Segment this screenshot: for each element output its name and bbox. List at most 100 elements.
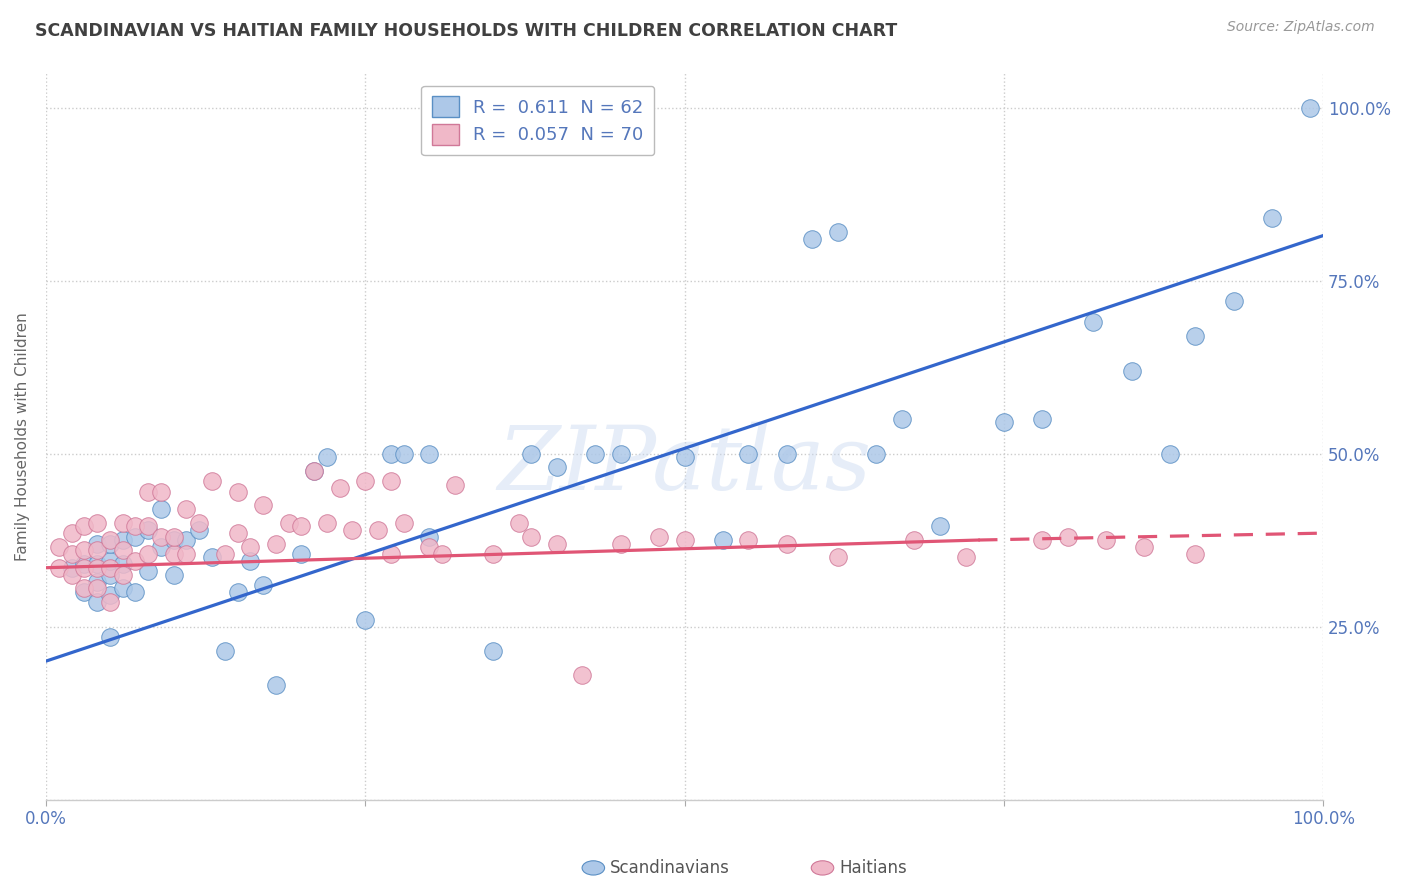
Point	[1184, 329, 1206, 343]
Point	[865, 446, 887, 460]
Point	[367, 523, 389, 537]
Point	[1095, 533, 1118, 547]
Text: Scandinavians: Scandinavians	[610, 859, 730, 877]
Point	[98, 630, 121, 644]
Point	[124, 554, 146, 568]
Point	[1159, 446, 1181, 460]
Point	[239, 540, 262, 554]
Point	[418, 540, 440, 554]
Point	[290, 547, 312, 561]
Point	[1031, 533, 1053, 547]
Point	[418, 446, 440, 460]
Point	[1056, 530, 1078, 544]
Point	[73, 560, 96, 574]
Point	[48, 540, 70, 554]
Point	[316, 450, 339, 464]
Point	[302, 464, 325, 478]
Legend: R =  0.611  N = 62, R =  0.057  N = 70: R = 0.611 N = 62, R = 0.057 N = 70	[420, 86, 654, 155]
Point	[176, 502, 198, 516]
Point	[609, 536, 631, 550]
Point	[86, 574, 108, 589]
Point	[380, 474, 402, 488]
Point	[316, 516, 339, 530]
Point	[482, 547, 505, 561]
Point	[1299, 101, 1322, 115]
Point	[149, 530, 172, 544]
Point	[546, 536, 568, 550]
Point	[252, 578, 274, 592]
Point	[176, 547, 198, 561]
Point	[60, 567, 83, 582]
Point	[60, 560, 83, 574]
Point	[226, 585, 249, 599]
Point	[418, 530, 440, 544]
Point	[86, 558, 108, 572]
Point	[124, 530, 146, 544]
Point	[124, 585, 146, 599]
Point	[392, 446, 415, 460]
Point	[673, 533, 696, 547]
Point	[801, 232, 824, 246]
Point	[737, 446, 759, 460]
Point	[149, 502, 172, 516]
Point	[111, 567, 134, 582]
Point	[60, 547, 83, 561]
Point	[903, 533, 925, 547]
Point	[98, 560, 121, 574]
Point	[98, 533, 121, 547]
Point	[508, 516, 530, 530]
Point	[48, 560, 70, 574]
Point	[955, 550, 977, 565]
Text: Source: ZipAtlas.com: Source: ZipAtlas.com	[1227, 20, 1375, 34]
Point	[73, 582, 96, 596]
Point	[111, 543, 134, 558]
Point	[380, 446, 402, 460]
Point	[277, 516, 299, 530]
Point	[648, 530, 671, 544]
Point	[201, 550, 224, 565]
Point	[188, 516, 211, 530]
Point	[1031, 412, 1053, 426]
Point	[609, 446, 631, 460]
Point	[776, 536, 799, 550]
Point	[1133, 540, 1156, 554]
Point	[342, 523, 364, 537]
Point	[1261, 211, 1284, 226]
Y-axis label: Family Households with Children: Family Households with Children	[15, 312, 30, 561]
Point	[163, 567, 186, 582]
Point	[86, 582, 108, 596]
Point	[993, 416, 1015, 430]
Point	[73, 585, 96, 599]
Text: ZIPatlas: ZIPatlas	[498, 422, 872, 508]
Point	[136, 564, 159, 578]
Point	[60, 526, 83, 541]
Point	[73, 543, 96, 558]
Point	[1222, 294, 1244, 309]
Point	[163, 547, 186, 561]
Point	[111, 533, 134, 547]
Point	[430, 547, 453, 561]
Point	[482, 644, 505, 658]
Point	[1184, 547, 1206, 561]
Point	[264, 678, 287, 692]
Point	[711, 533, 734, 547]
Point	[737, 533, 759, 547]
Point	[1083, 315, 1105, 329]
Point	[149, 540, 172, 554]
Point	[583, 446, 606, 460]
Point	[380, 547, 402, 561]
Point	[86, 516, 108, 530]
Point	[214, 644, 236, 658]
Point	[111, 516, 134, 530]
Point	[124, 519, 146, 533]
Point	[302, 464, 325, 478]
Point	[111, 558, 134, 572]
Point	[290, 519, 312, 533]
Point	[86, 543, 108, 558]
Point	[827, 550, 849, 565]
Point	[252, 499, 274, 513]
Point	[86, 560, 108, 574]
Point	[520, 446, 543, 460]
Point	[392, 516, 415, 530]
Point	[354, 613, 377, 627]
